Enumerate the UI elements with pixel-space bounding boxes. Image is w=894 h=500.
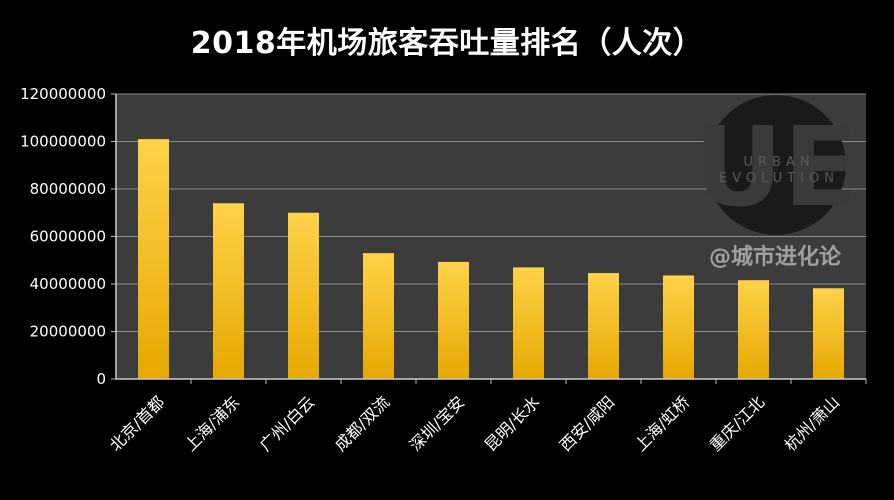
x-tick-label: 成都/双流 [331, 392, 394, 455]
bar [663, 275, 694, 379]
bar [513, 267, 544, 379]
y-tick-label: 80000000 [30, 180, 106, 198]
watermark-letters: UE [694, 103, 858, 231]
bar [588, 273, 619, 379]
bar [738, 280, 769, 379]
y-tick-label: 20000000 [30, 323, 106, 341]
x-tick-label: 上海/虹桥 [631, 392, 694, 455]
bar [288, 212, 319, 379]
x-tick-labels: 北京/首都 上海/浦东 广州/白云 成都/双流 深圳/宝安 昆明/长水 西安/咸阳 上海/虹桥… [106, 392, 844, 455]
x-tick-label: 上海/浦东 [181, 392, 244, 455]
x-tick-label: 杭州/萧山 [781, 392, 844, 455]
y-tick-label: 40000000 [30, 275, 106, 293]
bar [138, 139, 169, 379]
y-tick-label: 120000000 [20, 85, 106, 103]
bar [438, 261, 469, 379]
y-tick-label: 0 [96, 370, 106, 388]
watermark-handle: @城市进化论 [709, 244, 842, 270]
watermark-word-evolution: EVOLUTION [719, 171, 839, 186]
bar [213, 203, 244, 379]
watermark-word-urban: URBAN [743, 155, 814, 170]
y-tick-labels: 0 20000000 40000000 60000000 80000000 1000000… [20, 85, 106, 388]
x-tick-label: 广州/白云 [256, 392, 319, 455]
bar [363, 253, 394, 379]
x-tick-label: 西安/咸阳 [556, 392, 619, 455]
x-tick-label: 昆明/长水 [481, 392, 544, 455]
watermark-circle [706, 95, 846, 235]
axes [115, 94, 866, 380]
x-tick-label: 重庆/江北 [706, 392, 769, 455]
x-tick-label: 北京/首都 [106, 392, 169, 455]
y-tick-label: 60000000 [30, 228, 106, 246]
chart-title: 2018年机场旅客吞吐量排名（人次） [190, 26, 704, 61]
watermark-logo: UE URBAN EVOLUTION @城市进化论 [694, 95, 858, 270]
y-tick-label: 100000000 [20, 133, 106, 151]
x-tick-label: 深圳/宝安 [406, 392, 469, 455]
bars [138, 139, 844, 379]
bar [813, 288, 844, 379]
